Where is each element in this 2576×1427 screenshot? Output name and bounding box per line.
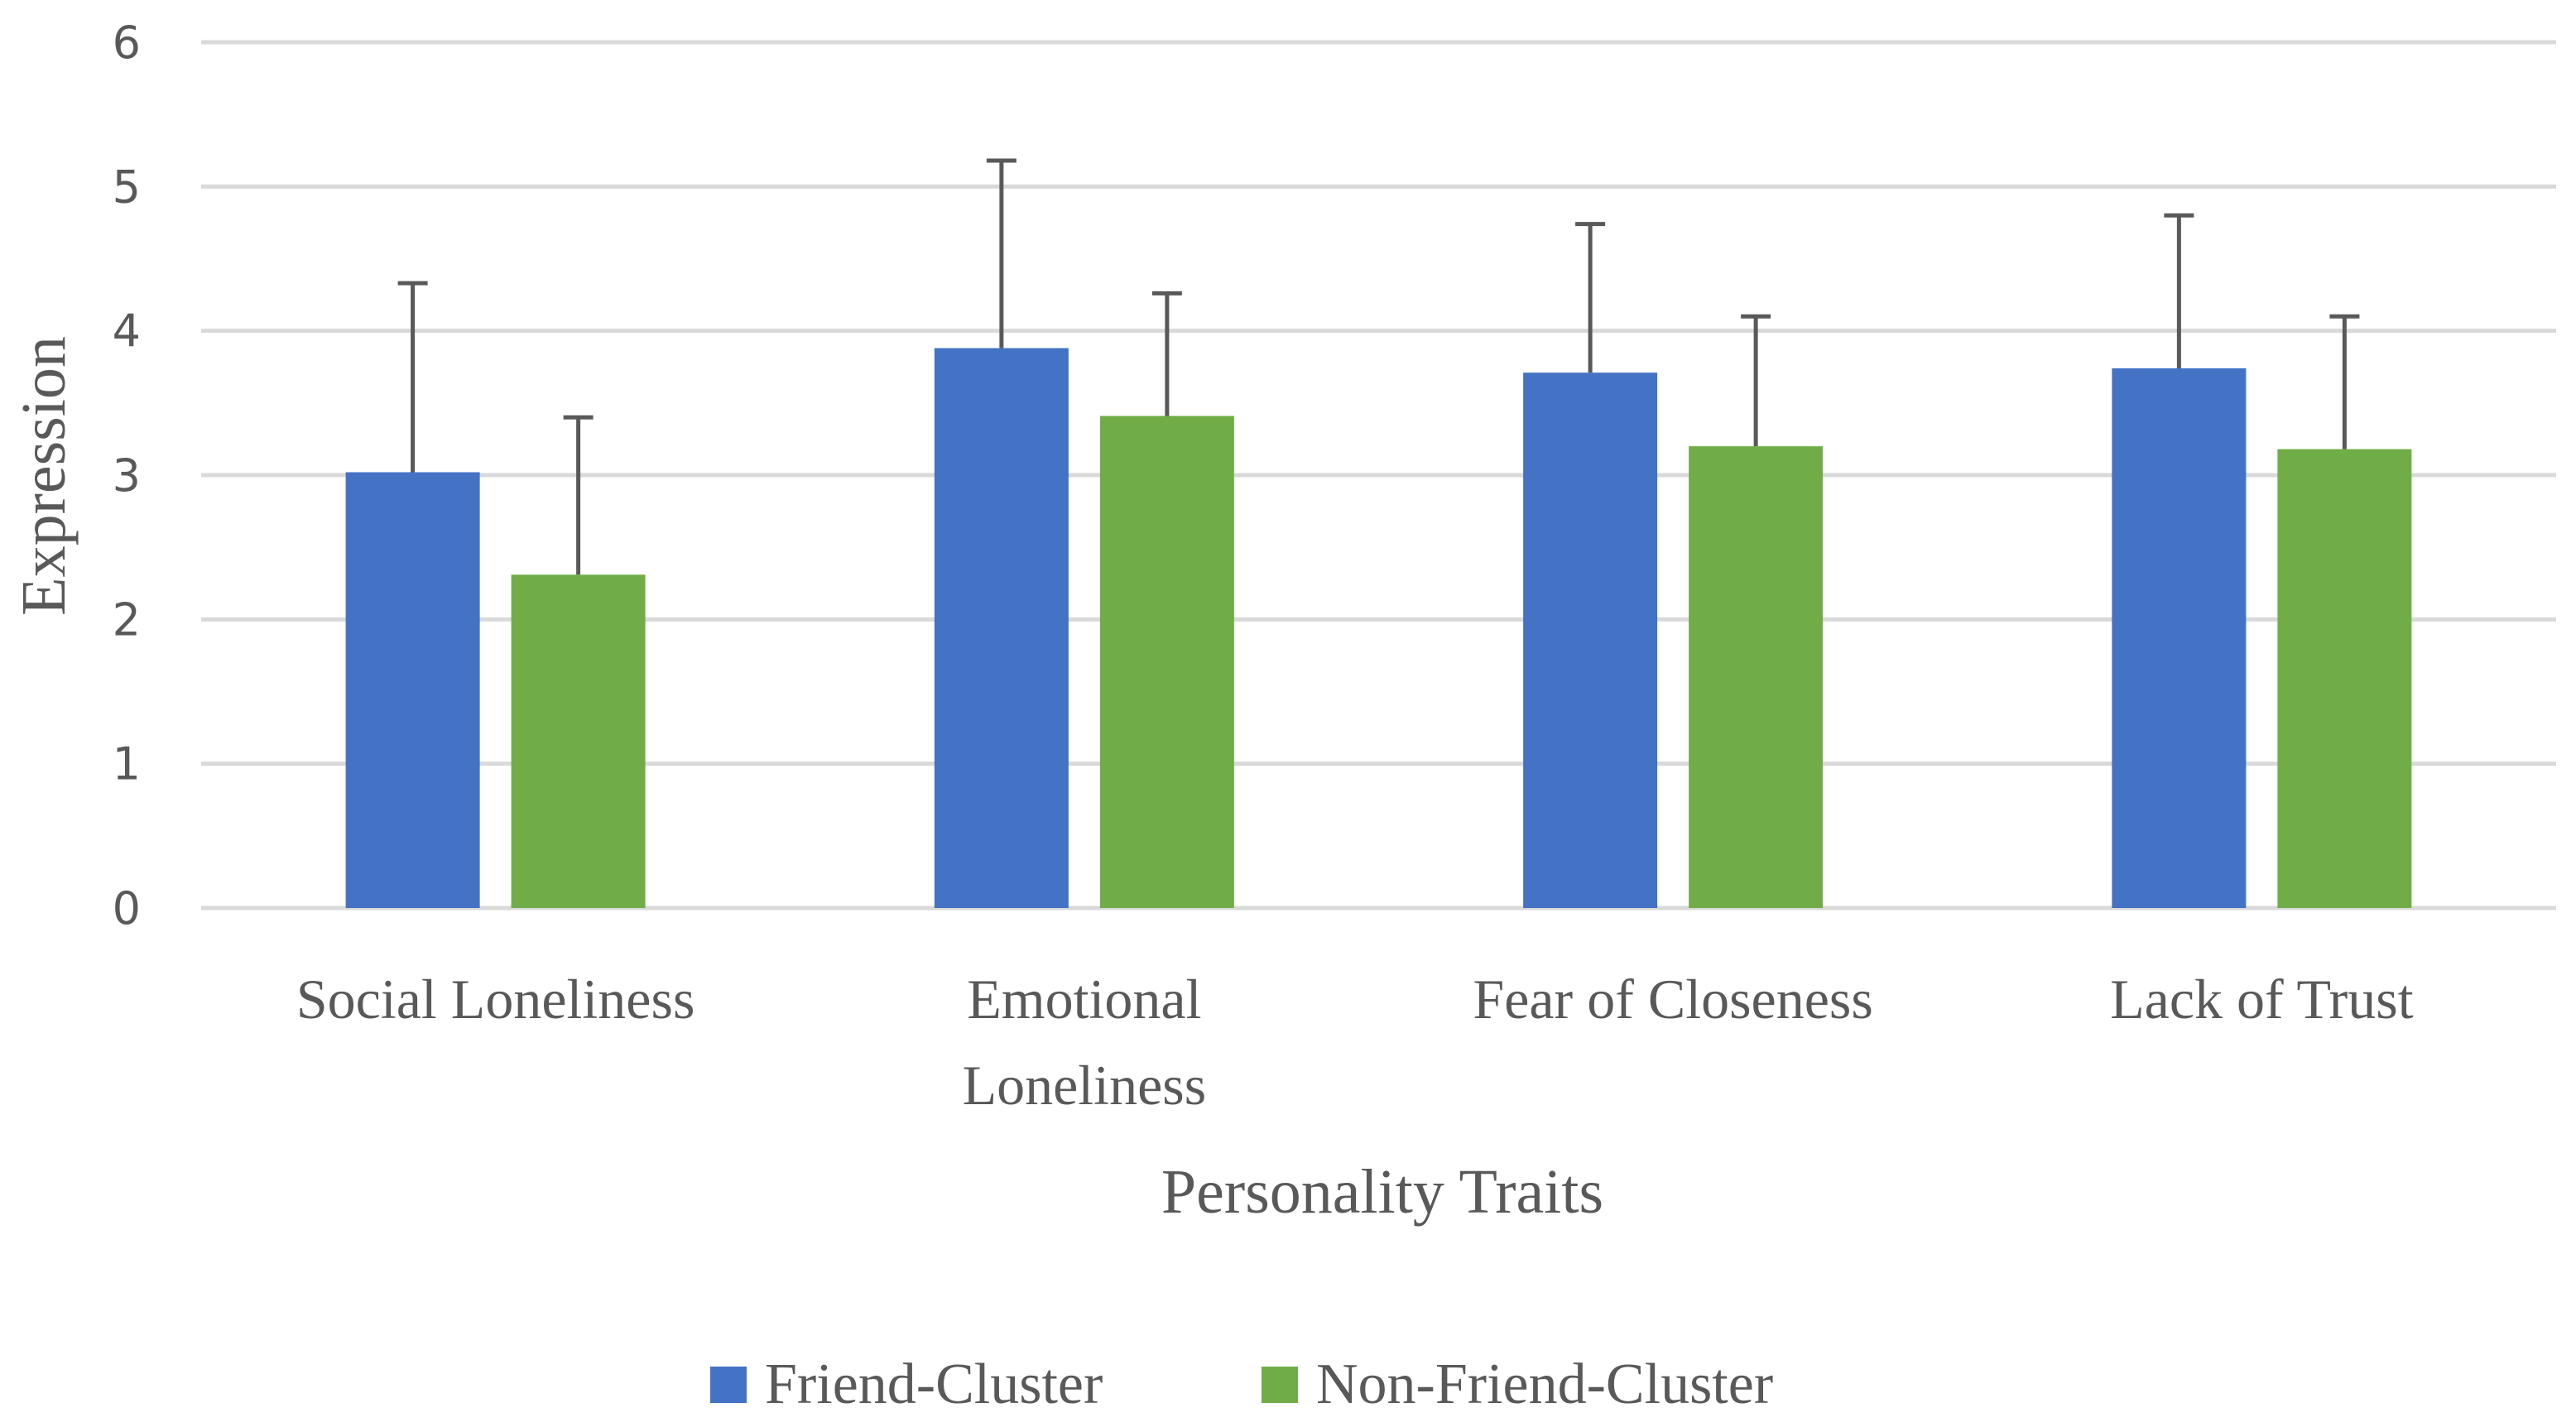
x-category-label: Emotional <box>967 968 1201 1031</box>
y-tick-label: 4 <box>113 305 141 358</box>
legend-label: Friend-Cluster <box>765 1353 1103 1416</box>
bar-friend-cluster-3 <box>2112 368 2247 908</box>
y-axis-tick-labels: 0 1 2 3 4 5 6 <box>113 17 141 935</box>
x-category-label: Social Loneliness <box>296 968 695 1031</box>
bar-non-friend-cluster-3 <box>2277 449 2412 908</box>
y-tick-label: 2 <box>113 593 141 646</box>
y-tick-label: 0 <box>113 882 141 935</box>
legend: Friend-Cluster Non-Friend-Cluster <box>710 1353 1773 1416</box>
bar-friend-cluster-0 <box>345 472 480 908</box>
y-tick-label: 1 <box>113 738 141 790</box>
bar-friend-cluster-1 <box>934 348 1069 908</box>
y-tick-label: 6 <box>113 17 141 69</box>
x-category-label: Lack of Trust <box>2110 968 2414 1031</box>
x-axis-title: Personality Traits <box>1161 1157 1603 1227</box>
y-tick-label: 3 <box>113 449 141 502</box>
x-category-label: Loneliness <box>963 1054 1207 1117</box>
bars <box>345 348 2412 909</box>
bar-non-friend-cluster-0 <box>511 574 646 908</box>
y-tick-label: 5 <box>113 161 141 213</box>
bar-non-friend-cluster-2 <box>1689 446 1824 908</box>
bar-non-friend-cluster-1 <box>1099 416 1234 909</box>
x-category-label: Fear of Closeness <box>1473 968 1872 1031</box>
legend-label: Non-Friend-Cluster <box>1316 1353 1773 1416</box>
bar-friend-cluster-2 <box>1523 372 1658 908</box>
error-bars <box>397 158 2360 575</box>
legend-swatch-non-friend-cluster <box>1262 1367 1298 1403</box>
y-axis-title: Expression <box>9 336 79 616</box>
x-axis-category-labels: Social Loneliness Emotional Loneliness Fear… <box>296 968 2414 1117</box>
legend-swatch-friend-cluster <box>710 1367 747 1403</box>
